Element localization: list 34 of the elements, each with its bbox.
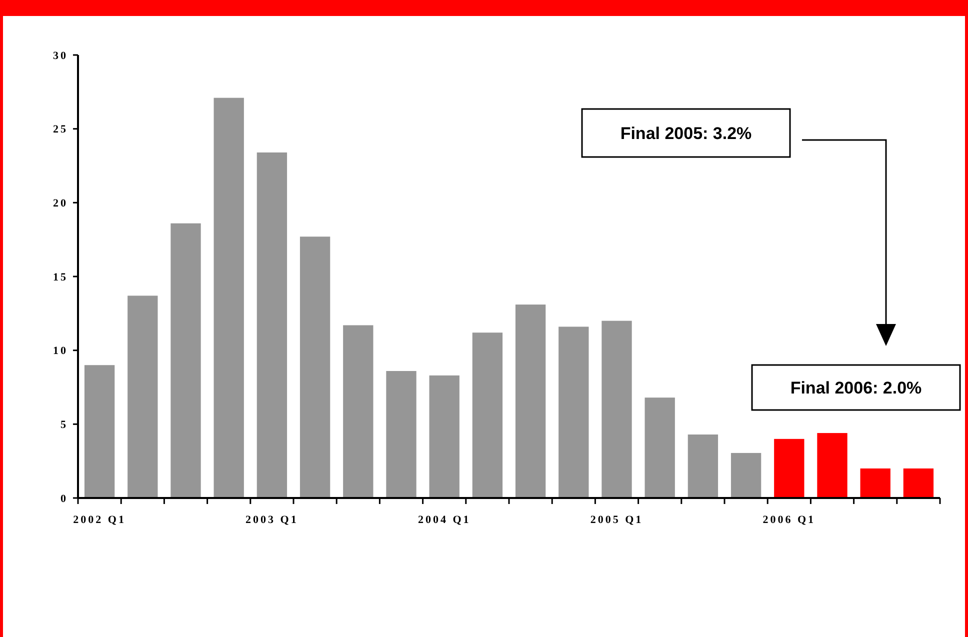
bar [602,320,632,498]
bar [860,468,890,498]
bar [558,326,589,498]
bar [472,332,503,498]
x-tick-label: 2006 Q1 [762,514,816,526]
annotation: Final 2005: 3.2% [620,124,752,143]
y-tick-label: 15 [53,271,68,284]
annotation: Final 2006: 2.0% [790,378,922,398]
bar [429,375,460,498]
bar [214,98,244,498]
bar [688,434,718,498]
bar [84,365,115,498]
y-tick-label: 10 [53,345,68,358]
bar [730,452,762,498]
bar [343,325,374,498]
bar [128,296,158,498]
bar [386,371,416,498]
x-tick-label: 2002 Q1 [73,514,126,526]
bar [300,236,330,498]
x-tick-label: 2005 Q1 [590,514,644,526]
bar [256,152,288,498]
x-tick-label: 2004 Q1 [418,514,471,526]
bar [817,433,848,498]
bar [170,223,201,498]
y-tick-label: 0 [60,492,68,505]
y-tick-label: 5 [60,419,68,432]
bar [515,304,546,498]
y-tick-label: 25 [53,124,68,136]
x-tick-label: 2003 Q1 [246,514,298,526]
bar [774,438,804,498]
y-tick-label: 30 [53,50,68,62]
y-tick-label: 20 [53,198,68,210]
bar [644,398,675,498]
bar [903,468,934,498]
